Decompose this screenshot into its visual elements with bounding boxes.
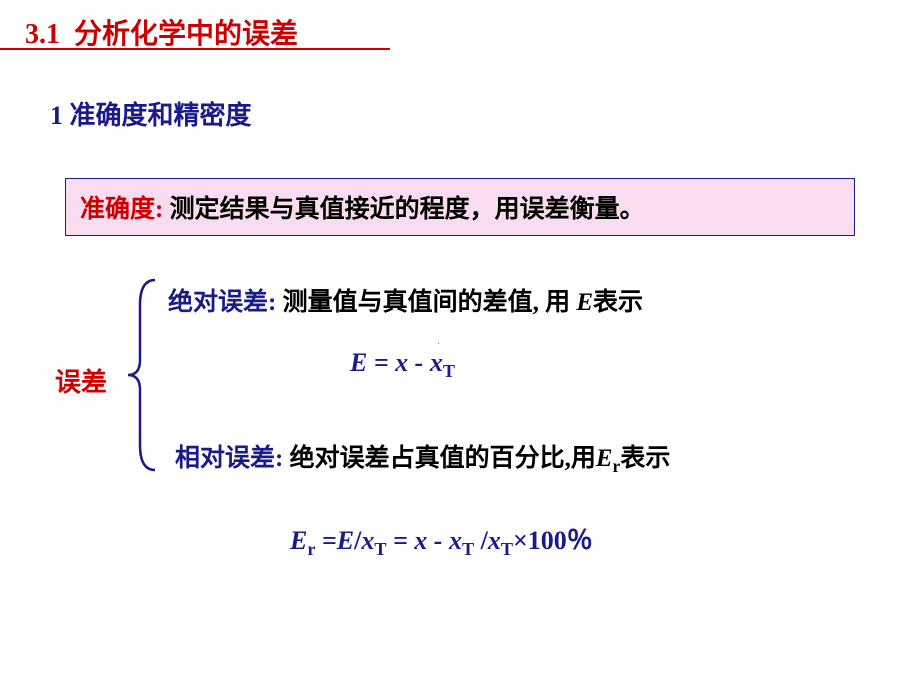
abs-error-label: 绝对误差: [168, 289, 283, 316]
section-number: 3.1 [25, 19, 60, 50]
f2-E: E [337, 526, 354, 555]
f2-eq2: = [386, 526, 414, 555]
f1-xTx: x [430, 348, 443, 377]
f2-ErE: E [290, 526, 307, 555]
rel-error-label: 相对误差: [175, 445, 290, 472]
error-group-label: 误差 [55, 362, 107, 399]
accuracy-definition-box: 准确度: 测定结果与真值接近的程度，用误差衡量。 [65, 178, 855, 236]
accuracy-label: 准确度: [80, 196, 170, 223]
section-title: 3.1 分析化学中的误差 [25, 12, 298, 52]
title-underline [0, 48, 390, 50]
f2-x: x [414, 526, 427, 555]
f2-minus: - [427, 526, 449, 555]
absolute-error-line: 绝对误差: 测量值与真值间的差值, 用 E表示 [168, 282, 643, 318]
page-marker: . [437, 335, 440, 347]
accuracy-content: 测定结果与真值接近的程度，用误差衡量。 [170, 196, 645, 223]
f1-eq: = [367, 348, 395, 377]
relative-error-line: 相对误差: 绝对误差占真值的百分比,用Er表示 [175, 438, 670, 477]
f2-xT2T: T [462, 539, 474, 559]
absolute-error-formula: E = x - xT [350, 348, 455, 382]
rel-error-text1: 绝对误差占真值的百分比,用 [290, 445, 596, 472]
abs-error-text1: 测量值与真值间的差值, 用 [283, 289, 577, 316]
f1-x: x [395, 348, 408, 377]
f2-xT1x: x [361, 526, 374, 555]
f2-xT2x: x [449, 526, 462, 555]
rel-error-text2: 表示 [620, 445, 670, 472]
f2-xT3x: x [488, 526, 501, 555]
curly-brace-icon [120, 275, 160, 475]
f2-xT3T: T [501, 539, 513, 559]
subtitle: 1 准确度和精密度 [50, 95, 252, 132]
section-title-text: 分析化学中的误差 [74, 19, 298, 50]
f2-times100: ×100％ [513, 526, 593, 555]
f2-slash2: / [474, 526, 488, 555]
f1-E: E [350, 348, 367, 377]
abs-error-var: E [576, 289, 593, 316]
f2-xT1T: T [374, 539, 386, 559]
rel-error-varE: E [596, 445, 613, 472]
f1-xTT: T [443, 361, 455, 381]
f2-eq1: = [315, 526, 336, 555]
abs-error-text2: 表示 [593, 289, 643, 316]
relative-error-formula: Er =E/xT = x - xT /xT×100％ [290, 520, 593, 560]
f1-minus: - [408, 348, 430, 377]
